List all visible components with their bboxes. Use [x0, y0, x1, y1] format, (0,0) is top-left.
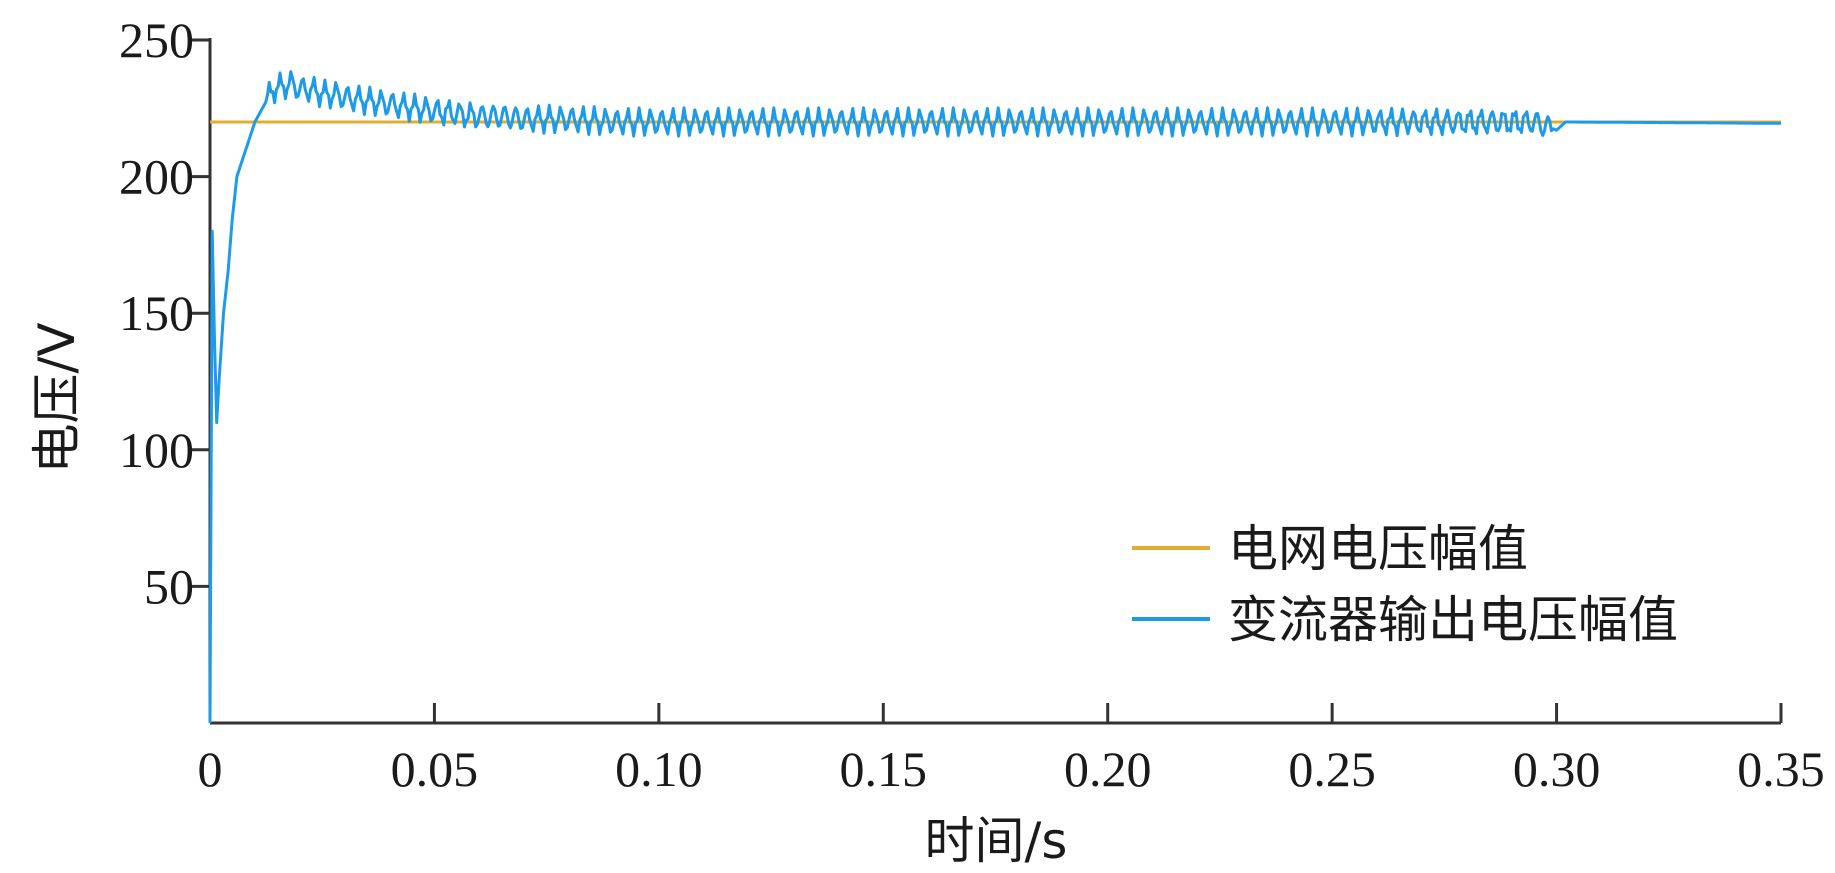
y-tick-label: 250 — [119, 12, 194, 68]
y-axis-title: 电压/V — [28, 322, 86, 473]
x-tick-label: 0.30 — [1513, 741, 1601, 797]
x-tick-label: 0.15 — [840, 741, 928, 797]
series-line-converter-voltage — [208, 70, 1781, 724]
legend: 电网电压幅值 变流器输出电压幅值 — [1132, 520, 1678, 649]
series-layer — [208, 70, 1781, 724]
x-tick-label: 0.10 — [615, 741, 703, 797]
y-tick-label: 150 — [119, 285, 194, 341]
y-tick-label: 100 — [119, 422, 194, 478]
y-axis-ticks: 50 100 150 200 250 — [119, 12, 210, 614]
x-tick-label: 0.25 — [1288, 741, 1376, 797]
legend-label-grid-voltage: 电网电压幅值 — [1228, 520, 1528, 578]
legend-label-converter-voltage: 变流器输出电压幅值 — [1228, 591, 1678, 649]
x-tick-label: 0 — [198, 741, 223, 797]
x-axis-ticks: 0 0.05 0.10 0.15 0.20 0.25 0.30 0.35 — [198, 703, 1825, 797]
y-tick-label: 50 — [144, 558, 194, 614]
x-tick-label: 0.35 — [1737, 741, 1825, 797]
x-tick-label: 0.05 — [391, 741, 479, 797]
y-tick-label: 200 — [119, 149, 194, 205]
x-tick-label: 0.20 — [1064, 741, 1152, 797]
x-axis-title: 时间/s — [925, 812, 1068, 870]
